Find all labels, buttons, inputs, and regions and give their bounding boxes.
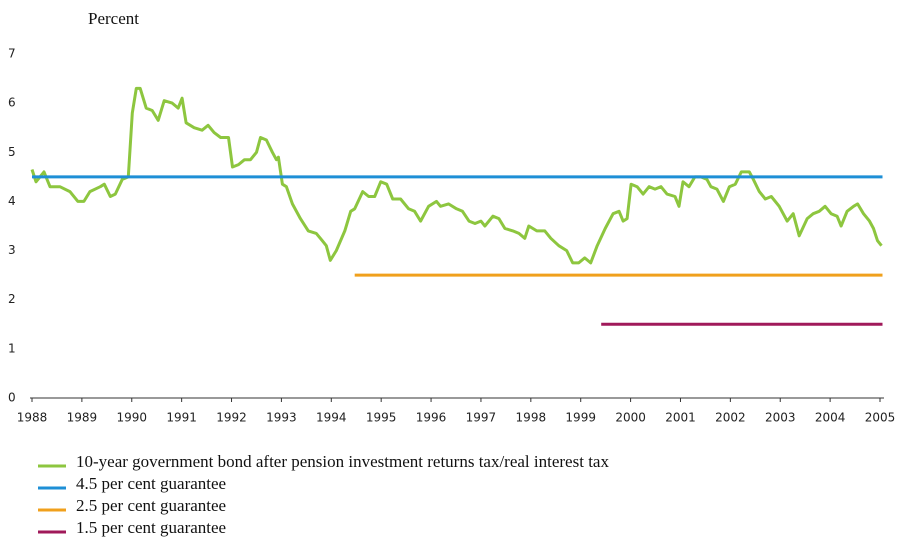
x-tick-label: 1996 — [416, 411, 447, 425]
y-tick-label: 6 — [8, 96, 16, 110]
x-tick-label: 1998 — [516, 411, 547, 425]
x-tick-label: 1991 — [166, 411, 197, 425]
y-tick-label: 4 — [8, 194, 16, 208]
y-tick-label: 3 — [8, 243, 16, 257]
x-tick-label: 1989 — [67, 411, 98, 425]
series-line — [30, 86, 883, 265]
x-tick-label: 2005 — [865, 411, 896, 425]
y-tick-label: 0 — [8, 391, 16, 405]
y-tick-label: 1 — [8, 341, 16, 355]
x-tick-label: 1993 — [266, 411, 297, 425]
legend-label: 2.5 per cent guarantee — [76, 496, 226, 515]
x-tick-label: 1988 — [17, 411, 48, 425]
y-tick-label: 5 — [8, 145, 16, 159]
x-tick-label: 1992 — [216, 411, 247, 425]
x-tick-label: 1999 — [565, 411, 596, 425]
legend-label: 1.5 per cent guarantee — [76, 518, 226, 537]
legend-label: 4.5 per cent guarantee — [76, 474, 226, 493]
y-tick-label: 2 — [8, 292, 16, 306]
x-tick-label: 1997 — [466, 411, 497, 425]
x-tick-label: 1994 — [316, 411, 347, 425]
x-tick-label: 1990 — [116, 411, 147, 425]
y-axis-label: Percent — [88, 9, 139, 28]
x-tick-label: 2000 — [615, 411, 646, 425]
y-tick-label: 7 — [8, 47, 16, 61]
x-tick-label: 2002 — [715, 411, 746, 425]
x-tick-label: 2004 — [815, 411, 846, 425]
x-tick-label: 2001 — [665, 411, 696, 425]
x-tick-label: 2003 — [765, 411, 796, 425]
legend-label: 10-year government bond after pension in… — [76, 452, 609, 471]
x-tick-label: 1995 — [366, 411, 397, 425]
